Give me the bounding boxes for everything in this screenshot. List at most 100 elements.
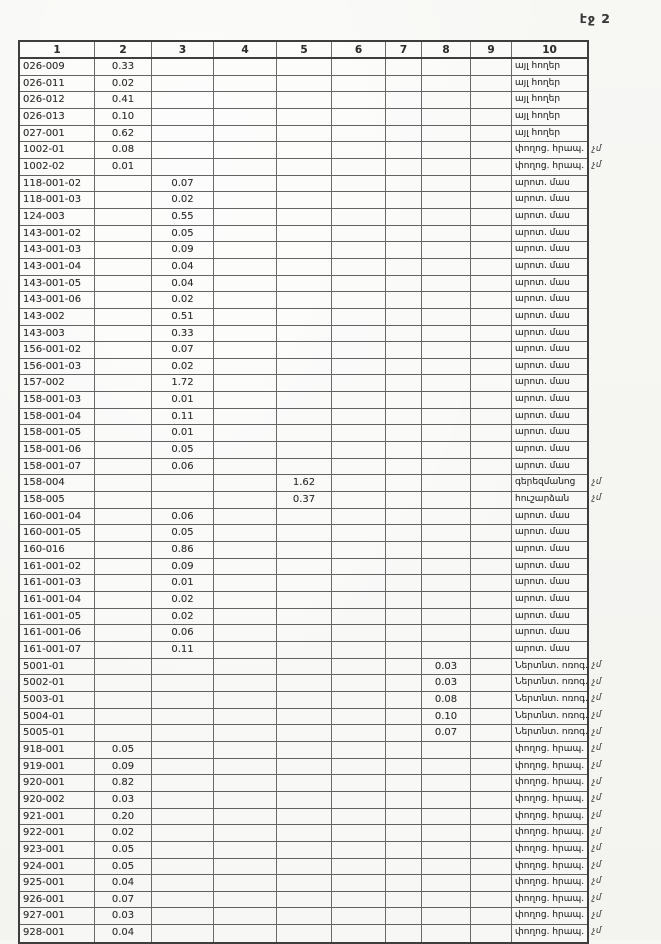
value-cell-col4: [214, 308, 277, 325]
value-cell-col8: [422, 841, 471, 858]
margin-note: չմ: [592, 676, 602, 687]
value-cell-col9: [471, 492, 512, 508]
value-cell-col7: [386, 858, 422, 875]
land-use-cell: արոտ. մաս: [515, 210, 570, 221]
table-row: 143-001-04 0.04 արոտ. մաս: [20, 258, 587, 276]
value-cell-col7: [386, 425, 422, 442]
parcel-code-cell: 158-001-03: [20, 392, 95, 408]
margin-note: [592, 373, 632, 390]
table-row: 143-001-02 0.05 արոտ. մաս: [20, 225, 587, 243]
table-row: 158-001-06 0.05 արոտ. մաս: [20, 442, 587, 459]
value-cell-col2: [95, 292, 152, 308]
value-cell-col3: 0.06: [152, 625, 214, 641]
value-cell-col2: 0.07: [95, 891, 152, 908]
value-cell-col4: [214, 791, 277, 808]
value-cell-col4: [214, 458, 277, 475]
value-cell-col5: [277, 691, 332, 708]
margin-note: չմ: [592, 909, 602, 920]
value-cell-col2: [95, 308, 152, 325]
value-cell-col7: [386, 208, 422, 225]
table-row: 160-001-04 0.06 արոտ. մաս: [20, 508, 587, 526]
value-cell-col3: 0.11: [152, 641, 214, 658]
value-cell-col3: 0.04: [152, 275, 214, 292]
value-cell-col3: 0.07: [152, 175, 214, 192]
value-cell-col4: [214, 891, 277, 908]
header-cell-col5: 5: [277, 42, 332, 57]
land-use-cell: արոտ. մաս: [515, 194, 570, 205]
table-row: 143-001-05 0.04 արոտ. մաս: [20, 275, 587, 293]
value-cell-col2: [95, 175, 152, 192]
parcel-code-cell: 919-001: [20, 758, 95, 775]
value-cell-col3: 0.33: [152, 325, 214, 342]
value-cell-col5: [277, 308, 332, 325]
value-cell-col7: [386, 59, 422, 75]
value-cell-col5: [277, 525, 332, 542]
value-cell-col2: [95, 492, 152, 508]
table-row: 1002-01 0.08 փողոց. հրապ.: [20, 142, 587, 159]
margin-note: [592, 407, 632, 424]
value-cell-col5: [277, 208, 332, 225]
value-cell-col6: [332, 442, 386, 458]
value-cell-col2: [95, 625, 152, 641]
parcel-code-cell: 118-001-02: [20, 175, 95, 192]
value-cell-col3: 0.55: [152, 208, 214, 225]
value-cell-col6: [332, 342, 386, 358]
value-cell-col7: [386, 708, 422, 725]
value-cell-col6: [332, 142, 386, 158]
value-cell-col8: [422, 641, 471, 658]
value-cell-col3: [152, 741, 214, 758]
header-cell-col3: 3: [152, 42, 214, 57]
parcel-code-cell: 924-001: [20, 858, 95, 875]
value-cell-col7: [386, 608, 422, 625]
value-cell-col9: [471, 125, 512, 142]
land-use-cell: արոտ. մաս: [515, 627, 570, 638]
value-cell-col5: [277, 192, 332, 208]
value-cell-col2: 0.33: [95, 59, 152, 75]
table-row: 919-001 0.09 փողոց. հրապ.: [20, 758, 587, 776]
parcel-code-cell: 161-001-02: [20, 558, 95, 575]
value-cell-col5: [277, 108, 332, 125]
value-cell-col6: [332, 675, 386, 691]
value-cell-col5: [277, 675, 332, 691]
value-cell-col8: [422, 242, 471, 258]
value-cell-col7: [386, 325, 422, 342]
value-cell-col4: [214, 875, 277, 891]
value-cell-col5: [277, 542, 332, 558]
margin-note: չմ: [592, 160, 602, 171]
value-cell-col3: [152, 858, 214, 875]
value-cell-col9: [471, 442, 512, 458]
value-cell-col5: [277, 758, 332, 775]
value-cell-col8: [422, 625, 471, 641]
land-use-cell: այլ հողեր: [515, 94, 561, 105]
value-cell-col5: [277, 325, 332, 342]
value-cell-col6: [332, 825, 386, 841]
table-row: 925-001 0.04 փողոց. հրապ.: [20, 875, 587, 892]
value-cell-col5: [277, 641, 332, 658]
value-cell-col4: [214, 325, 277, 342]
value-cell-col9: [471, 725, 512, 741]
value-cell-col8: [422, 375, 471, 392]
value-cell-col3: [152, 891, 214, 908]
margin-note: [592, 240, 632, 257]
table-row: 158-001-05 0.01 արոտ. մաս: [20, 425, 587, 443]
land-use-cell: փողոց. հրապ.: [515, 843, 585, 854]
value-cell-col2: 0.20: [95, 808, 152, 825]
value-cell-col3: 0.86: [152, 542, 214, 558]
value-cell-col6: [332, 308, 386, 325]
value-cell-col8: [422, 258, 471, 275]
parcel-code-cell: 143-002: [20, 308, 95, 325]
value-cell-col7: [386, 142, 422, 158]
land-use-cell: արոտ. մաս: [515, 294, 570, 305]
land-use-cell: փողոց. հրապ.: [515, 743, 585, 754]
land-use-cell: փողոց. հրապ.: [515, 860, 585, 871]
value-cell-col2: [95, 508, 152, 525]
value-cell-col3: [152, 775, 214, 791]
value-cell-col7: [386, 592, 422, 608]
margin-note: չմ: [592, 743, 602, 754]
value-cell-col4: [214, 275, 277, 292]
parcel-code-cell: 160-001-05: [20, 525, 95, 542]
value-cell-col8: [422, 442, 471, 458]
value-cell-col2: [95, 641, 152, 658]
value-cell-col5: [277, 925, 332, 942]
value-cell-col5: [277, 891, 332, 908]
